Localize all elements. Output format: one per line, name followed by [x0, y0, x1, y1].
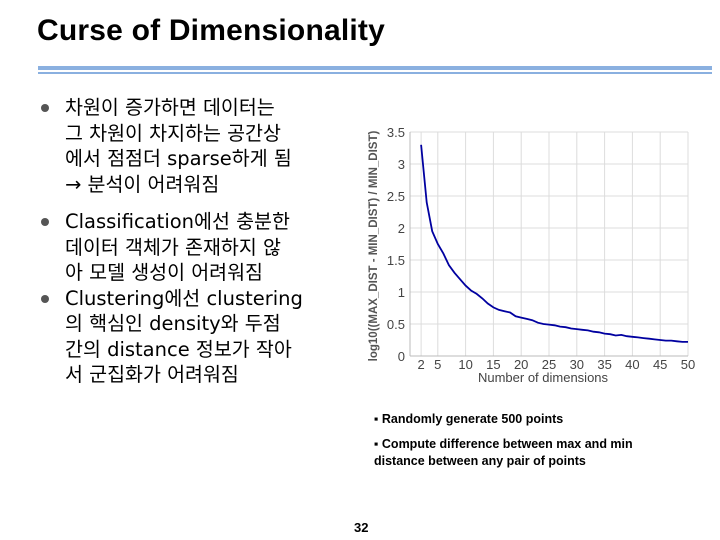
bullet-list: 차원이 증가하면 데이터는 그 차원이 차지하는 공간상 에서 점점더 spar…: [36, 95, 351, 400]
y-tick-label: 1: [398, 285, 405, 300]
y-tick-label: 3.5: [387, 125, 405, 140]
x-tick-label: 40: [625, 357, 639, 372]
y-tick-label: 2.5: [387, 189, 405, 204]
y-tick-label: 0.5: [387, 317, 405, 332]
bullet-line: → 분석이 어려워짐: [65, 172, 220, 196]
bullet-item-sparsity: 차원이 증가하면 데이터는 그 차원이 차지하는 공간상 에서 점점더 spar…: [36, 95, 351, 197]
chart-grid: [409, 131, 689, 357]
bullet-line: 서 군집화가 어려워짐: [65, 363, 239, 386]
bullet-item-clustering: Clustering에선 clustering 의 핵심인 density와 두…: [36, 286, 351, 388]
bullet-line: 간의 distance 정보가 작아: [65, 337, 292, 361]
x-tick-label: 20: [514, 357, 528, 372]
bullet-line: 그 차원이 차지하는 공간상: [65, 121, 281, 145]
x-tick-label: 45: [653, 357, 667, 372]
bullet-line: 차원이 증가하면 데이터는: [65, 96, 275, 119]
bullet-dot-icon: [41, 218, 49, 226]
dimensionality-chart: 00.511.522.533.5 2 5 10 15 20 25 30 35 40 45 50 lo…: [368, 125, 696, 385]
x-tick-label: 10: [458, 357, 472, 372]
y-axis-label: log10((MAX_DIST - MIN_DIST) / MIN_DIST): [368, 131, 380, 362]
x-tick-labels: 2 5 10 15 20 25 30 35 40 45 50: [418, 357, 696, 372]
y-tick-label: 0: [398, 349, 405, 364]
bullet-line: 아 모델 생성이 어려워짐: [65, 261, 263, 284]
bullet-dot-icon: [41, 104, 49, 112]
title-underline: [38, 66, 712, 70]
bullet-line: Classification에선 충분한: [65, 210, 290, 233]
x-axis-label: Number of dimensions: [478, 370, 609, 385]
bullet-item-classification: Classification에선 충분한 데이터 객체가 존재하지 않 아 모델…: [36, 209, 351, 286]
bullet-line: 에서 점점더 sparse하게 됨: [65, 147, 292, 170]
y-tick-label: 1.5: [387, 253, 405, 268]
page-number: 32: [354, 520, 369, 535]
series-line: [420, 144, 688, 343]
x-tick-label: 5: [434, 357, 441, 372]
note-random-points: ▪ Randomly generate 500 points: [374, 412, 564, 426]
y-tick-label: 2: [398, 221, 405, 236]
x-tick-label: 35: [597, 357, 611, 372]
x-tick-label: 50: [681, 357, 695, 372]
bullet-line: Clustering에선 clustering: [65, 286, 303, 310]
bullet-line: 데이터 객체가 존재하지 않: [65, 235, 281, 259]
x-tick-label: 25: [542, 357, 556, 372]
note-distance-difference: ▪ Compute difference between max and min…: [374, 437, 633, 468]
slide-title: Curse of Dimensionality: [37, 14, 386, 47]
x-tick-label: 30: [570, 357, 584, 372]
y-tick-labels: 0 0.5 1 1.5 2 2.5 3 3.5: [387, 125, 405, 364]
title-underline-thin: [38, 72, 712, 74]
bullet-dot-icon: [41, 294, 49, 303]
y-tick-label: 3: [398, 157, 405, 172]
x-tick-label: 15: [486, 357, 500, 372]
bullet-line: 의 핵심인 density와 두점: [65, 312, 281, 335]
x-tick-label: 2: [418, 357, 425, 372]
